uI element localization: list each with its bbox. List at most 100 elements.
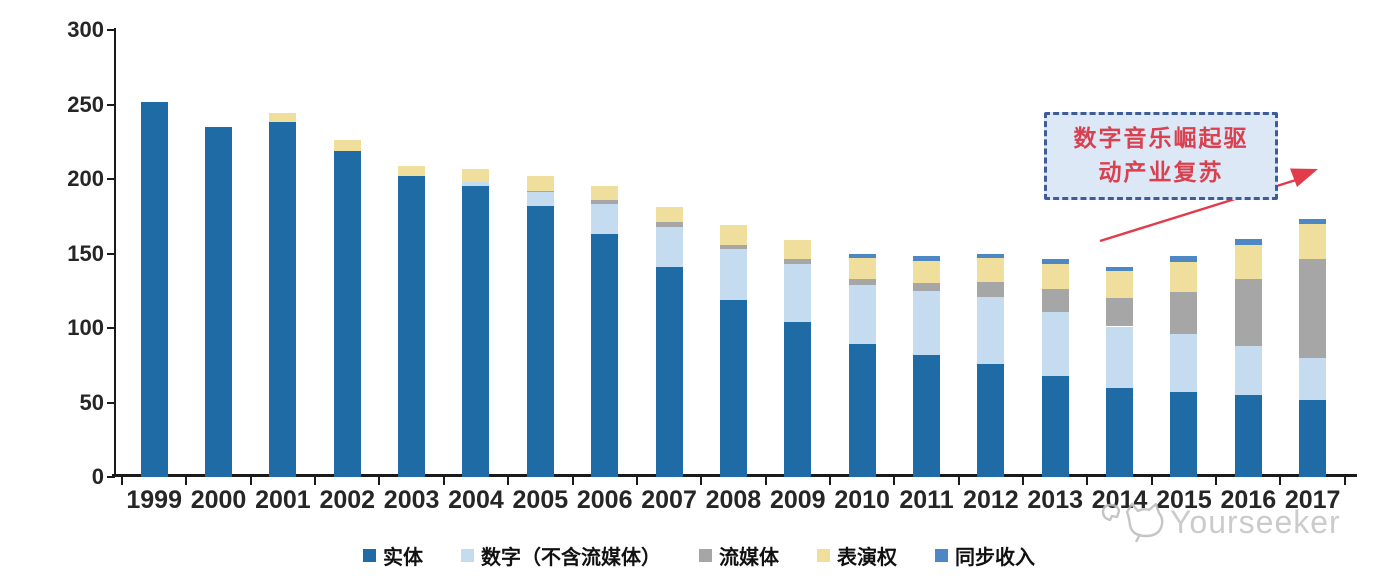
x-axis-tick bbox=[1086, 477, 1089, 485]
bar-segment-同步收入 bbox=[1234, 238, 1262, 245]
x-axis-category-label: 2003 bbox=[383, 486, 440, 514]
x-axis-tick bbox=[121, 477, 123, 485]
chart-legend: 实体 数字（不含流媒体） 流媒体 表演权 同步收入 bbox=[0, 540, 1398, 570]
bar-segment-表演权 bbox=[1234, 244, 1262, 279]
x-axis-category-label: 2017 bbox=[1284, 486, 1341, 514]
bar-segment-表演权 bbox=[913, 260, 940, 284]
x-axis-category-label: 2007 bbox=[641, 486, 697, 514]
bar-segment-实体 bbox=[1234, 395, 1262, 477]
x-axis-category-label: 1999 bbox=[126, 486, 182, 514]
bar-segment-实体 bbox=[526, 205, 554, 477]
watermark-text: Yourseeker bbox=[1170, 503, 1341, 540]
bar-segment-实体 bbox=[205, 126, 233, 477]
x-axis-tick bbox=[1279, 477, 1282, 485]
legend-item: 同步收入 bbox=[935, 541, 1035, 570]
legend-swatch bbox=[461, 548, 474, 562]
bar-segment-表演权 bbox=[1041, 263, 1069, 290]
bar-segment-流媒体 bbox=[1041, 289, 1069, 312]
bar-segment-表演权 bbox=[655, 207, 683, 223]
bar-segment-表演权 bbox=[1170, 262, 1198, 293]
bar-segment-表演权 bbox=[719, 225, 747, 245]
annotation-callout: 数字音乐崛起驱 动产业复苏 bbox=[1044, 112, 1278, 200]
bar-segment-流媒体 bbox=[1299, 259, 1327, 358]
bar-segment-数字（不含流媒体） bbox=[655, 226, 683, 267]
legend-label: 表演权 bbox=[837, 546, 897, 569]
x-axis-category-label: 2006 bbox=[576, 486, 633, 514]
x-axis-category-label: 2013 bbox=[1027, 486, 1084, 514]
bar-segment-同步收入 bbox=[977, 253, 1005, 258]
legend-item: 数字（不含流媒体） bbox=[461, 541, 661, 570]
x-axis-category-label: 2016 bbox=[1220, 486, 1277, 514]
x-axis-tick bbox=[700, 477, 703, 485]
bar-segment-实体 bbox=[333, 150, 361, 477]
bar-segment-实体 bbox=[655, 266, 683, 477]
bar-segment-实体 bbox=[784, 322, 812, 477]
legend-swatch bbox=[363, 548, 376, 562]
bar-segment-数字（不含流媒体） bbox=[1106, 326, 1134, 388]
bar-segment-数字（不含流媒体） bbox=[913, 290, 940, 355]
x-axis-tick bbox=[957, 477, 960, 485]
bar-segment-表演权 bbox=[526, 176, 554, 191]
y-axis-tick bbox=[107, 327, 115, 329]
legend-label: 实体 bbox=[383, 546, 423, 569]
bar-segment-流媒体 bbox=[1170, 292, 1198, 334]
y-axis-tick-label: 100 bbox=[67, 315, 104, 340]
bar-segment-实体 bbox=[1106, 387, 1134, 477]
x-axis-category-label: 2008 bbox=[705, 486, 762, 514]
bar-segment-实体 bbox=[398, 176, 426, 477]
legend-item: 表演权 bbox=[817, 541, 897, 570]
bar-segment-实体 bbox=[719, 299, 747, 477]
watermark: Yourseeker bbox=[1100, 498, 1341, 546]
x-axis-category-label: 2009 bbox=[769, 486, 826, 514]
x-axis-tick bbox=[507, 477, 510, 485]
bar-segment-实体 bbox=[140, 101, 168, 477]
bar-segment-数字（不含流媒体） bbox=[1041, 311, 1069, 376]
bar-segment-数字（不含流媒体） bbox=[526, 192, 554, 206]
legend-item: 流媒体 bbox=[699, 541, 779, 570]
x-axis-category-label: 2004 bbox=[448, 486, 504, 514]
bar-segment-流媒体 bbox=[719, 244, 747, 250]
x-axis-category-label: 2000 bbox=[190, 486, 247, 514]
bar-segment-数字（不含流媒体） bbox=[591, 204, 619, 235]
y-axis-tick bbox=[107, 401, 115, 404]
x-axis-category-label: 2015 bbox=[1156, 486, 1212, 514]
y-axis-tick bbox=[107, 476, 115, 478]
bar-segment-流媒体 bbox=[1234, 278, 1262, 346]
bar-segment-数字（不含流媒体） bbox=[1234, 345, 1262, 396]
bar-segment-表演权 bbox=[398, 165, 426, 176]
bar-segment-实体 bbox=[591, 234, 619, 477]
x-axis-category-label: 2010 bbox=[834, 486, 890, 514]
bar-segment-流媒体 bbox=[591, 199, 619, 205]
bar-segment-表演权 bbox=[1299, 223, 1327, 260]
bar-segment-实体 bbox=[913, 354, 940, 477]
legend-swatch bbox=[817, 548, 830, 562]
y-axis-tick-label: 0 bbox=[91, 464, 104, 489]
x-axis-tick bbox=[764, 477, 767, 485]
bar-segment-数字（不含流媒体） bbox=[462, 181, 490, 187]
x-axis-category-label: 2005 bbox=[512, 486, 569, 514]
y-axis-tick-label: 50 bbox=[79, 389, 104, 415]
x-axis-tick bbox=[893, 477, 896, 485]
bar-segment-数字（不含流媒体） bbox=[784, 263, 812, 323]
bar-segment-流媒体 bbox=[1106, 298, 1134, 327]
legend-item: 实体 bbox=[363, 541, 423, 570]
bar-segment-流媒体 bbox=[977, 281, 1005, 297]
x-axis-tick bbox=[185, 477, 188, 485]
y-axis-tick bbox=[107, 178, 115, 180]
x-axis-tick bbox=[1343, 477, 1346, 485]
bar-segment-实体 bbox=[1170, 392, 1198, 477]
bar-segment-流媒体 bbox=[848, 278, 876, 285]
bar-segment-实体 bbox=[848, 344, 876, 477]
y-axis-tick-label: 300 bbox=[67, 17, 104, 42]
annotation-text-line1: 数字音乐崛起驱 bbox=[1073, 126, 1249, 151]
legend-label: 同步收入 bbox=[955, 546, 1035, 569]
bar-segment-数字（不含流媒体） bbox=[977, 296, 1005, 364]
bar-segment-同步收入 bbox=[1299, 219, 1327, 224]
x-axis-tick bbox=[571, 477, 574, 485]
bar-segment-实体 bbox=[269, 122, 297, 477]
bar-segment-表演权 bbox=[1106, 271, 1134, 299]
x-axis-tick bbox=[1150, 477, 1153, 485]
bar-segment-表演权 bbox=[784, 240, 812, 260]
x-axis-tick bbox=[442, 477, 445, 485]
